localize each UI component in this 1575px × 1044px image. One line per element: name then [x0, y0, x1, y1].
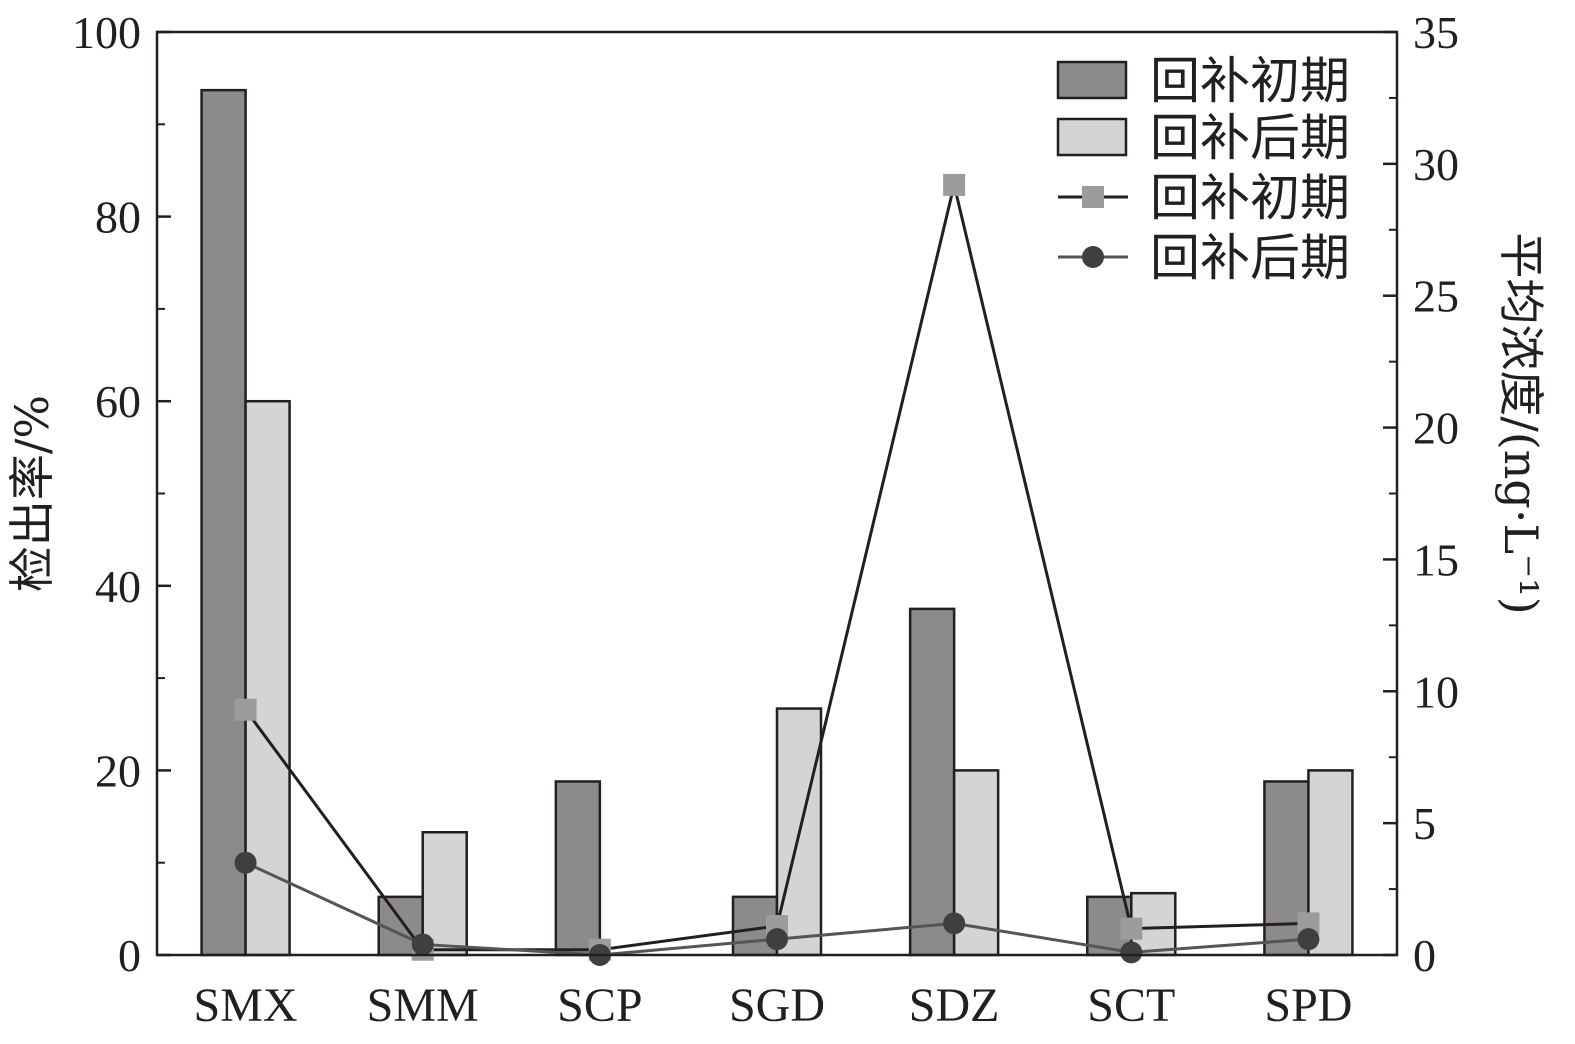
- y-axis-right-label: 平均浓度/(ng·L⁻¹): [1494, 232, 1548, 614]
- legend-label-bar-early: 回补初期: [1150, 52, 1350, 110]
- y-right-tick-label: 20: [1413, 403, 1459, 454]
- x-tick-label-sgd: SGD: [729, 979, 825, 1032]
- x-tick-label-scp: SCP: [557, 979, 642, 1032]
- y-left-tick-label: 0: [118, 930, 141, 981]
- y-left-tick-label: 80: [95, 192, 141, 243]
- ticks-layer: 0 20 40 60 80 100 0 5 10 15 20 25 30 35 SMX SMM SCP SGD SD…: [72, 7, 1459, 1032]
- marker-late-sgd: [766, 928, 788, 951]
- legend-label-bar-late: 回补后期: [1150, 109, 1350, 167]
- legend-swatch-bar-late: [1056, 117, 1128, 157]
- legend-swatch-bar-early: [1056, 60, 1128, 100]
- legend-marker-square: [1082, 186, 1104, 208]
- legend-marker-circle: [1082, 246, 1104, 268]
- y-right-tick-label: 5: [1413, 798, 1436, 849]
- y-left-tick-label: 60: [95, 376, 141, 427]
- marker-early-sdz: [943, 173, 966, 196]
- y-left-tick-label: 20: [95, 745, 141, 796]
- y-right-tick-label: 15: [1413, 534, 1459, 585]
- y-right-tick-label: 10: [1413, 666, 1459, 717]
- x-tick-label-sdz: SDZ: [909, 979, 1000, 1032]
- marker-late-sct: [1120, 941, 1143, 964]
- y-axis-left-label: 检出率/%: [5, 395, 59, 592]
- marker-early-sct: [1120, 917, 1143, 940]
- y-right-tick-label: 35: [1413, 7, 1459, 58]
- marker-early-spd: [1297, 912, 1320, 935]
- marker-late-spd: [1297, 928, 1320, 951]
- legend-label-line-late: 回补后期: [1150, 229, 1350, 287]
- x-tick-label-smm: SMM: [367, 979, 479, 1032]
- marker-late-smm: [411, 933, 434, 956]
- x-tick-label-spd: SPD: [1264, 979, 1352, 1032]
- marker-late-smx: [234, 851, 257, 874]
- y-right-tick-label: 0: [1413, 930, 1436, 981]
- marker-late-sdz: [943, 912, 966, 935]
- legend-label-line-early: 回补初期: [1150, 169, 1350, 227]
- y-left-tick-label: 40: [95, 561, 141, 612]
- y-left-tick-label: 100: [72, 7, 141, 58]
- marker-early-smx: [234, 698, 257, 721]
- x-tick-label-sct: SCT: [1087, 979, 1175, 1032]
- bar-early-smx: [200, 88, 247, 957]
- y-right-tick-label: 30: [1413, 139, 1459, 190]
- x-tick-label-smx: SMX: [194, 979, 298, 1032]
- y-right-tick-label: 25: [1413, 271, 1459, 322]
- bar-early-sdz: [908, 607, 956, 957]
- bar-early-scp: [554, 780, 602, 957]
- bar-late-sdz: [952, 769, 1000, 957]
